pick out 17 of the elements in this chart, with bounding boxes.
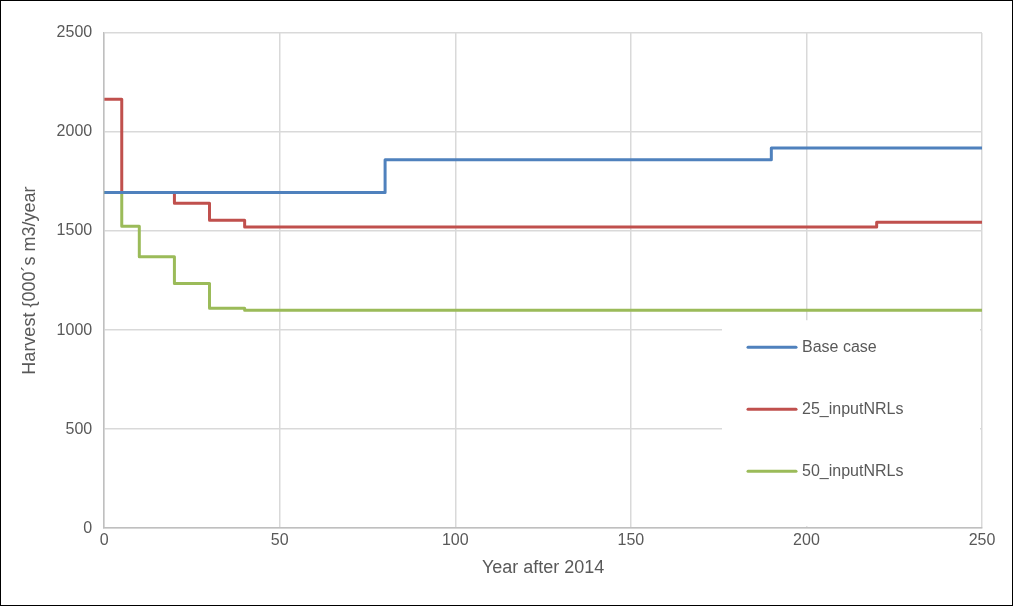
y-tick-label: 500 (65, 419, 93, 437)
legend-label: 50_inputNRLs (802, 461, 904, 480)
y-tick-label: 0 (83, 518, 93, 536)
x-tick-label: 100 (441, 531, 469, 549)
legend-label: 25_inputNRLs (802, 399, 904, 418)
x-axis-title: Year after 2014 (481, 557, 605, 578)
y-tick-label: 2500 (56, 23, 93, 41)
x-tick-label: 50 (270, 531, 289, 549)
x-tick-label: 0 (99, 531, 109, 549)
x-tick-label: 200 (793, 531, 820, 549)
legend-label: Base case (802, 337, 877, 355)
y-tick-label: 1000 (56, 320, 93, 338)
y-tick-label: 2000 (56, 122, 93, 140)
y-tick-label: 1500 (56, 221, 93, 239)
x-tick-label: 150 (617, 531, 645, 549)
x-tick-label: 250 (968, 531, 996, 549)
y-axis-title: Harvest {000´s m3/year (18, 186, 39, 375)
